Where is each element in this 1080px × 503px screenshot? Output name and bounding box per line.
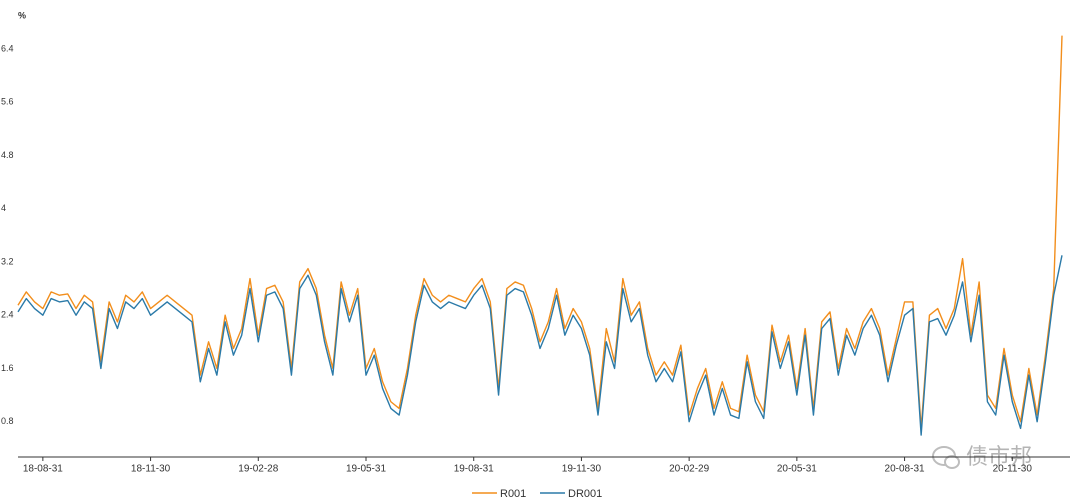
watermark-text: 债市邦 [966, 444, 1032, 469]
x-tick-label: 19-08-31 [454, 464, 494, 475]
x-tick-label: 20-05-31 [777, 464, 817, 475]
x-tick-label: 18-11-30 [131, 464, 171, 475]
y-tick-label: 4 [1, 203, 6, 213]
y-unit: % [18, 10, 26, 20]
x-tick-label: 20-08-31 [885, 464, 925, 475]
x-tick-label: 20-11-30 [993, 464, 1033, 475]
y-tick-label: 0.8 [1, 416, 14, 426]
legend-label: DR001 [568, 488, 602, 500]
legend-label: R001 [500, 488, 526, 500]
y-tick-label: 1.6 [1, 363, 14, 373]
x-tick-label: 20-02-29 [669, 464, 709, 475]
x-tick-label: 19-11-30 [562, 464, 602, 475]
watermark: 债市邦 [932, 444, 1032, 469]
line-series [17, 255, 1063, 436]
y-tick-label: 6.4 [1, 43, 14, 53]
watermark-icon [944, 455, 960, 469]
x-tick-label: 18-08-31 [23, 464, 63, 475]
y-tick-label: 3.2 [1, 256, 14, 266]
x-tick-label: 19-05-31 [346, 464, 386, 475]
y-tick-label: 5.6 [1, 97, 14, 107]
y-tick-label: 4.8 [1, 150, 14, 160]
line-series [17, 35, 1063, 430]
y-tick-label: 2.4 [1, 310, 14, 320]
x-tick-label: 19-02-28 [238, 464, 278, 475]
